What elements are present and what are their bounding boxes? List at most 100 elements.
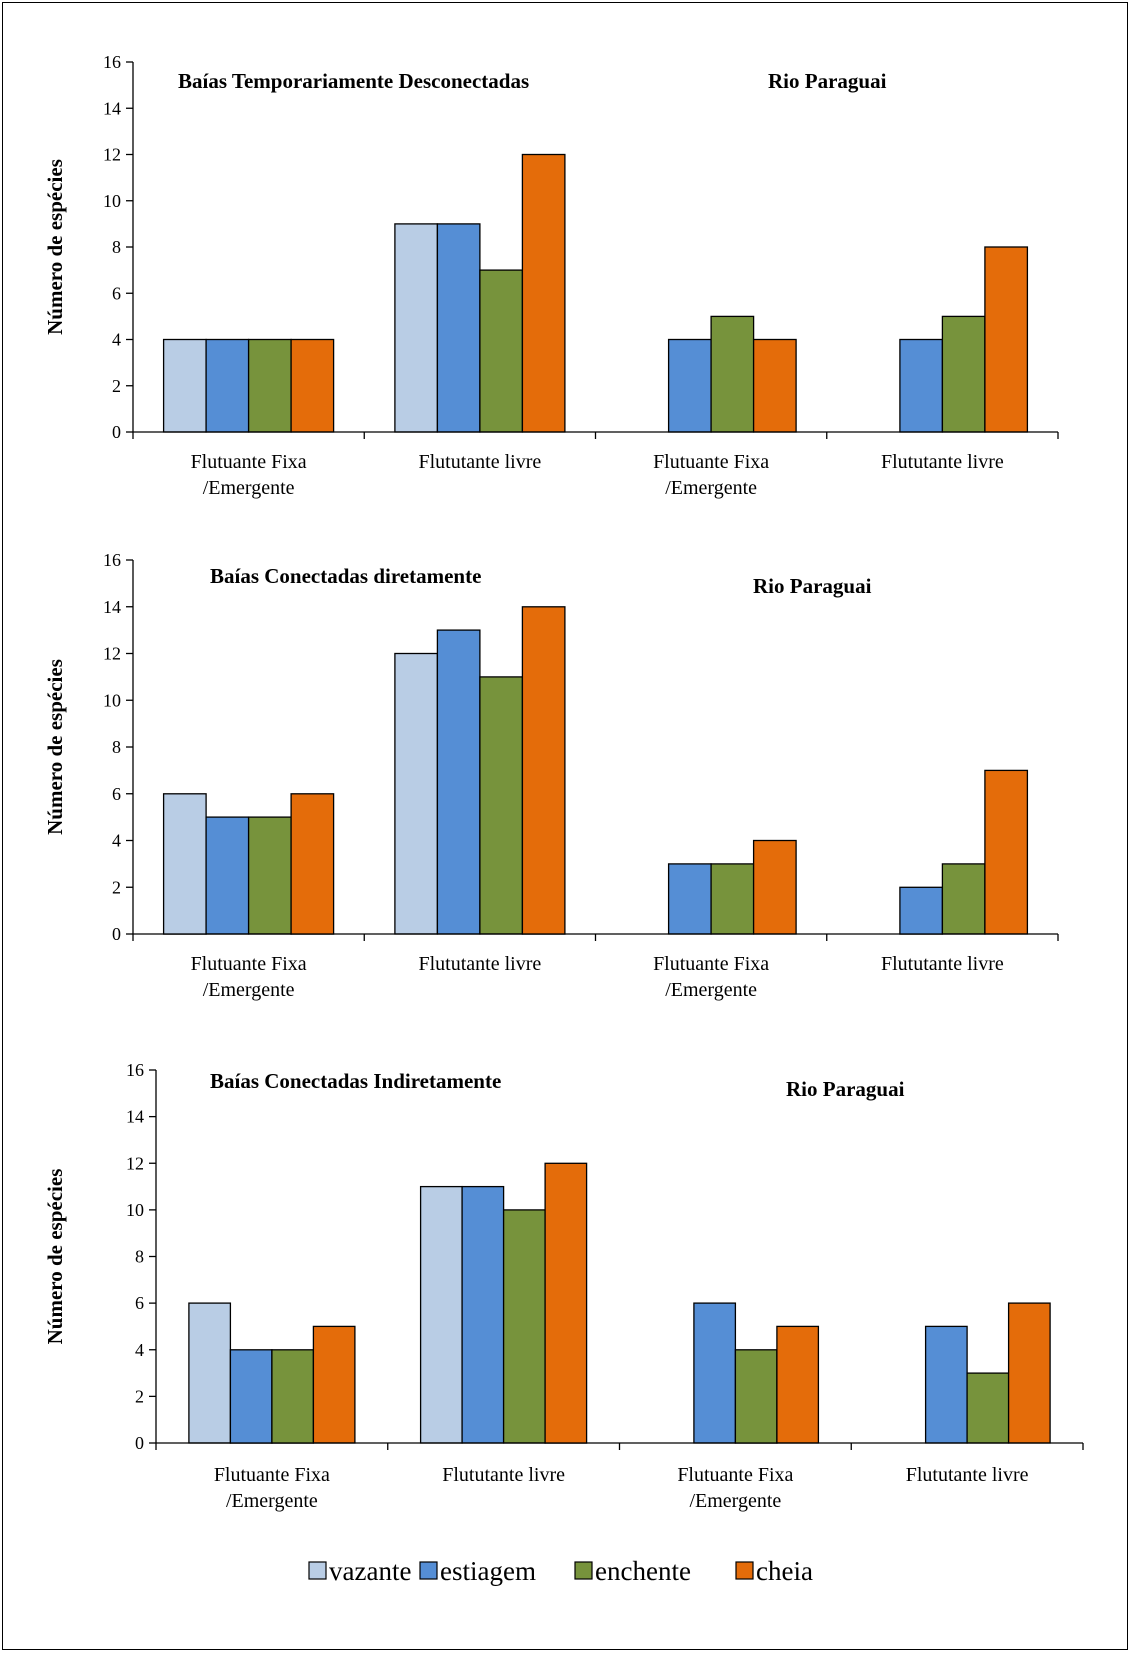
y-tick-label: 10 xyxy=(103,191,121,211)
y-tick-label: 4 xyxy=(112,330,121,350)
y-tick-label: 2 xyxy=(112,376,121,396)
bar-vazante-cat1 xyxy=(162,338,207,433)
bar-vazante-cat2 xyxy=(394,223,439,433)
y-tick-label: 8 xyxy=(135,1247,144,1267)
bar-estiagem-cat2 xyxy=(436,629,481,935)
legend-label-cheia: cheia xyxy=(756,1556,813,1586)
bar-estiagem-cat2 xyxy=(436,223,481,433)
y-tick-label: 8 xyxy=(112,737,121,757)
chart-title-left: Baías Conectadas diretamente xyxy=(210,564,481,588)
bar-vazante-cat1 xyxy=(188,1302,232,1444)
bar-enchente-cat2 xyxy=(502,1209,546,1444)
y-tick-label: 0 xyxy=(112,422,121,442)
category-label: Flututante livre xyxy=(418,451,541,473)
bar-cheia-cat3 xyxy=(752,338,797,433)
bar-estiagem-cat1 xyxy=(229,1349,273,1444)
bar-enchente-cat3 xyxy=(710,863,755,935)
y-tick-label: 2 xyxy=(135,1386,144,1406)
y-tick-label: 4 xyxy=(135,1340,144,1360)
y-tick-label: 14 xyxy=(126,1107,144,1127)
legend-swatch-estiagem xyxy=(419,1561,438,1580)
legend-label-enchente: enchente xyxy=(595,1556,691,1586)
chart-title-right: Rio Paraguai xyxy=(768,69,887,93)
bar-vazante-cat2 xyxy=(419,1185,463,1444)
category-label: Flututante livre xyxy=(906,1464,1029,1486)
category-label: Flutuante Fixa/Emergente xyxy=(191,953,307,1001)
bar-enchente-cat1 xyxy=(271,1349,315,1444)
bar-cheia-cat1 xyxy=(290,338,335,433)
bar-enchente-cat3 xyxy=(734,1349,778,1444)
chart-2: 0 2 4 6 8 10 12 14 16 Flutuante Fixa/Emergente Flu… xyxy=(43,550,1059,1001)
category-label: Flututante livre xyxy=(881,953,1004,975)
y-tick-label: 6 xyxy=(135,1293,144,1313)
bar-estiagem-cat4 xyxy=(899,886,944,935)
category-label: Flututante livre xyxy=(418,953,541,975)
legend: vazante estiagem enchente cheia xyxy=(308,1556,813,1586)
y-tick-label: 14 xyxy=(103,597,121,617)
bar-vazante-cat2 xyxy=(394,652,439,935)
chart-1: 0 2 4 6 8 10 12 14 16 Flutuante Fixa/Emergente Flu… xyxy=(43,52,1059,499)
bar-cheia-cat4 xyxy=(1007,1302,1051,1444)
y-tick-label: 12 xyxy=(103,644,121,664)
bar-enchente-cat2 xyxy=(479,269,524,433)
y-axis-label: Número de espécies xyxy=(43,1169,67,1345)
category-label: Flututante livre xyxy=(881,451,1004,473)
legend-swatch-enchente xyxy=(574,1561,593,1580)
bar-estiagem-cat3 xyxy=(693,1302,737,1444)
legend-label-estiagem: estiagem xyxy=(440,1556,536,1586)
bar-enchente-cat1 xyxy=(247,338,292,433)
bar-cheia-cat2 xyxy=(544,1162,588,1444)
y-tick-label: 8 xyxy=(112,237,121,257)
y-tick-label: 0 xyxy=(112,924,121,944)
bar-enchente-cat4 xyxy=(941,315,986,433)
legend-swatch-vazante xyxy=(308,1561,327,1580)
category-label: Flutuante Fixa/Emergente xyxy=(653,953,769,1001)
bar-cheia-cat3 xyxy=(776,1325,820,1444)
bar-enchente-cat4 xyxy=(966,1372,1010,1444)
y-axis-label: Número de espécies xyxy=(43,159,67,335)
bar-estiagem-cat1 xyxy=(205,816,250,935)
y-tick-label: 2 xyxy=(112,877,121,897)
y-tick-label: 6 xyxy=(112,784,121,804)
bar-cheia-cat1 xyxy=(312,1325,356,1444)
bar-cheia-cat4 xyxy=(984,769,1029,935)
bar-cheia-cat2 xyxy=(521,606,566,935)
y-tick-label: 16 xyxy=(103,550,121,570)
chart-3: 0 2 4 6 8 10 12 14 16 Flutuante Fixa/Emergente Flu… xyxy=(43,1060,1084,1512)
bar-vazante-cat1 xyxy=(162,793,207,935)
bar-estiagem-cat3 xyxy=(667,863,712,935)
bar-cheia-cat4 xyxy=(984,246,1029,433)
category-label: Flutuante Fixa/Emergente xyxy=(191,451,307,499)
bar-enchente-cat2 xyxy=(479,676,524,935)
y-tick-label: 12 xyxy=(103,145,121,165)
bar-enchente-cat3 xyxy=(710,315,755,433)
y-tick-label: 16 xyxy=(103,52,121,72)
legend-swatch-cheia xyxy=(735,1561,754,1580)
bar-enchente-cat4 xyxy=(941,863,986,935)
y-tick-label: 6 xyxy=(112,283,121,303)
bar-estiagem-cat1 xyxy=(205,338,250,433)
category-label: Flututante livre xyxy=(442,1464,565,1486)
category-label: Flutuante Fixa/Emergente xyxy=(214,1464,330,1512)
bar-estiagem-cat3 xyxy=(667,338,712,433)
chart-title-left: Baías Conectadas Indiretamente xyxy=(210,1069,501,1093)
bar-estiagem-cat4 xyxy=(924,1325,968,1444)
y-tick-label: 16 xyxy=(126,1060,144,1080)
y-tick-label: 0 xyxy=(135,1433,144,1453)
chart-title-right: Rio Paraguai xyxy=(786,1077,905,1101)
bar-estiagem-cat2 xyxy=(461,1185,505,1444)
y-tick-label: 12 xyxy=(126,1153,144,1173)
y-tick-label: 10 xyxy=(103,690,121,710)
y-tick-label: 10 xyxy=(126,1200,144,1220)
chart-title-left: Baías Temporariamente Desconectadas xyxy=(178,69,529,93)
y-tick-label: 4 xyxy=(112,831,121,851)
y-tick-label: 14 xyxy=(103,98,121,118)
chart-title-right: Rio Paraguai xyxy=(753,574,872,598)
bar-cheia-cat1 xyxy=(290,793,335,935)
legend-label-vazante: vazante xyxy=(329,1556,411,1586)
bar-cheia-cat3 xyxy=(752,839,797,935)
category-label: Flutuante Fixa/Emergente xyxy=(653,451,769,499)
bar-estiagem-cat4 xyxy=(899,338,944,433)
category-label: Flutuante Fixa/Emergente xyxy=(677,1464,793,1512)
